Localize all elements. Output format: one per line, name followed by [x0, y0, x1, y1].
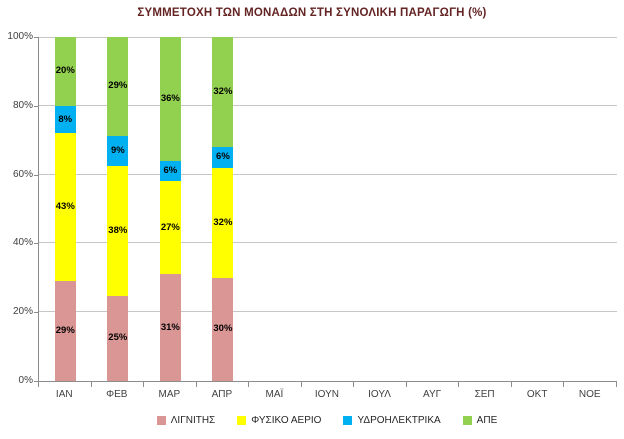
chart-title: ΣΥΜΜΕΤΟΧΗ ΤΩΝ ΜΟΝΑΔΩΝ ΣΤΗ ΣΥΝΟΛΙΚΗ ΠΑΡΑΓ…: [137, 7, 487, 19]
bar-segment-1: [212, 277, 234, 381]
bar-segment-label: 29%: [55, 325, 75, 337]
y-tick-label: 100%: [7, 31, 33, 42]
y-tick-mark: [34, 174, 38, 176]
y-tick-mark: [34, 243, 38, 245]
gridline: [39, 173, 617, 175]
x-tick-mark: [248, 382, 249, 387]
x-tick-mark: [563, 382, 564, 387]
legend-swatch-icon: [237, 416, 247, 425]
x-tick-mark: [406, 382, 407, 387]
bar-segment-3: [107, 135, 129, 167]
plot-area: 29% 43% 8% 20% 25% 38% 9% 29% 31% 27% 6% 36% 30% 32% 6…: [38, 37, 617, 382]
bar-segment-label: 25%: [108, 332, 128, 344]
bar-segment-label: 32%: [213, 86, 233, 98]
legend-item: ΦΥΣΙΚΟ ΑΕΡΙΟ: [237, 415, 321, 426]
gridline: [39, 104, 617, 106]
bar-segment-4: [107, 37, 129, 136]
bar-segment-label: 32%: [213, 216, 233, 228]
gridline: [39, 311, 617, 313]
y-tick-label: 40%: [12, 237, 33, 249]
x-tick-mark: [38, 382, 39, 387]
bar-segment-label: 31%: [160, 321, 180, 333]
bar-segment-label: 36%: [160, 92, 180, 104]
x-tick-mark: [353, 382, 354, 387]
y-tick-mark: [34, 37, 38, 38]
y-tick-label: 80%: [12, 99, 33, 111]
legend-label: ΛΙΓΝΙΤΗΣ: [170, 415, 216, 426]
bar-segment-label: 8%: [58, 113, 73, 125]
x-tick-label: ΜΑΡ: [158, 389, 181, 400]
y-tick-label: 20%: [12, 306, 33, 318]
x-tick-label: ΑΠΡ: [211, 389, 233, 400]
x-tick-label: ΝΟΕ: [578, 389, 601, 400]
x-tick-mark: [91, 382, 92, 387]
bar-segment-label: 30%: [213, 323, 233, 335]
bar-segment-4: [54, 37, 76, 106]
bar-segment-label: 27%: [160, 221, 180, 233]
bar-segment-3: [212, 147, 234, 168]
x-tick-label: ΜΑΪ: [265, 389, 284, 400]
bar-segment-2: [212, 167, 234, 278]
bar-segment-label: 6%: [216, 151, 230, 163]
legend-swatch-icon: [343, 416, 353, 425]
y-tick-mark: [34, 312, 38, 314]
legend-item: ΑΠΕ: [462, 415, 498, 426]
bar-segment-label: 9%: [110, 145, 125, 157]
legend: ΛΙΓΝΙΤΗΣ ΦΥΣΙΚΟ ΑΕΡΙΟ ΥΔΡΟΗΛΕΚΤΡΙΚΑ ΑΠΕ: [38, 415, 616, 426]
x-tick-mark: [511, 382, 512, 387]
x-tick-label: ΙΟΥΛ: [368, 389, 391, 400]
bar-segment-2: [107, 166, 129, 296]
bar-segment-label: 38%: [108, 225, 128, 237]
bar-segment-label: 6%: [163, 165, 178, 177]
x-tick-mark: [458, 382, 459, 387]
bar-segment-3: [54, 105, 76, 134]
x-tick-label: ΦΕΒ: [106, 389, 128, 400]
x-tick-mark: [301, 382, 302, 387]
legend-label: ΑΠΕ: [476, 415, 498, 426]
y-tick-mark: [34, 381, 38, 382]
bar-segment-2: [159, 181, 181, 275]
legend-item: ΥΔΡΟΗΛΕΚΤΡΙΚΑ: [343, 415, 441, 426]
y-tick-label: 60%: [12, 168, 33, 180]
bar-segment-label: 29%: [108, 80, 128, 92]
legend-swatch-icon: [156, 416, 166, 425]
bar-segment-label: 43%: [55, 201, 75, 213]
legend-label: ΦΥΣΙΚΟ ΑΕΡΙΟ: [251, 415, 322, 426]
legend-swatch-icon: [462, 416, 472, 425]
y-tick-label: 0%: [18, 375, 33, 386]
gridline: [39, 242, 617, 244]
bar-segment-4: [159, 37, 181, 161]
x-tick-label: ΣΕΠ: [474, 389, 495, 400]
x-tick-mark: [616, 382, 617, 387]
bar-segment-1: [159, 274, 181, 381]
bar-segment-label: 20%: [55, 65, 75, 77]
bar-segment-2: [54, 133, 76, 282]
x-tick-mark: [143, 382, 144, 387]
x-tick-label: ΑΥΓ: [423, 389, 442, 400]
x-tick-mark: [196, 382, 197, 387]
bar-segment-4: [212, 37, 234, 148]
bar-segment-3: [159, 160, 181, 182]
x-tick-label: ΙΟΥΝ: [314, 389, 340, 400]
y-tick-mark: [34, 105, 38, 107]
legend-label: ΥΔΡΟΗΛΕΚΤΡΙΚΑ: [357, 415, 441, 426]
x-tick-label: ΙΑΝ: [55, 389, 73, 400]
bar-segment-1: [107, 295, 129, 381]
x-tick-label: ΟΚΤ: [526, 389, 548, 400]
gridline: [39, 37, 617, 38]
legend-item: ΛΙΓΝΙΤΗΣ: [156, 415, 216, 426]
bar-segment-1: [54, 281, 76, 381]
